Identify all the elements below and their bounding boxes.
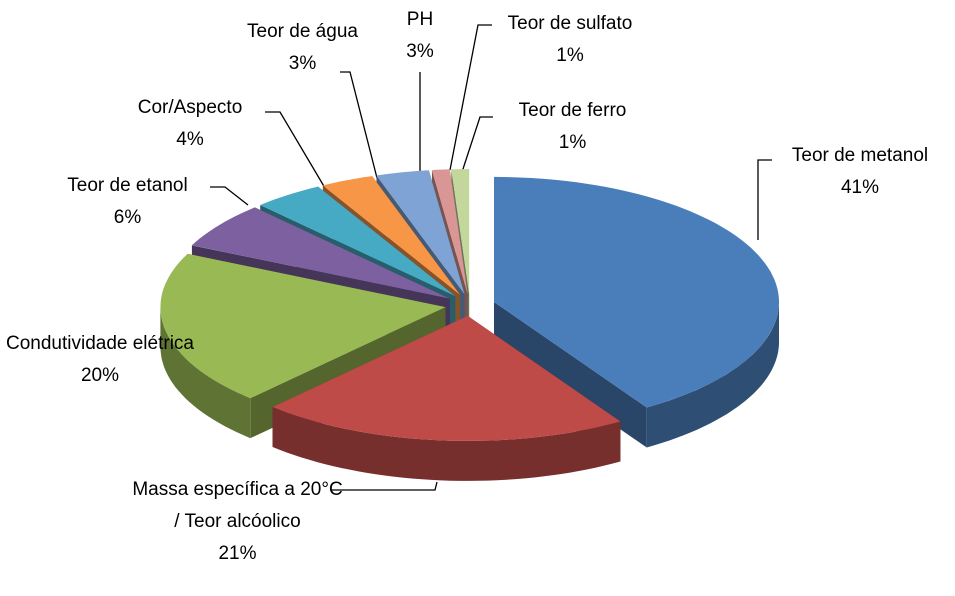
category-label: Cor/Aspecto [137, 97, 243, 118]
slice [272, 315, 621, 441]
category-label: Teor de sulfato [507, 13, 633, 34]
category-label: Teor de etanol [67, 175, 188, 196]
value-label: 1% [556, 45, 584, 66]
value-label: 6% [113, 207, 142, 228]
slice [322, 176, 461, 295]
category-label: Massa específica a 20°C / Teor alcóolico [132, 479, 343, 532]
data-label: Condutividade elétrica 20% [0, 328, 200, 392]
leader-line [265, 111, 326, 189]
data-label: Cor/Aspecto 4% [115, 92, 265, 156]
slice-side [272, 407, 621, 481]
slice-side [494, 301, 647, 448]
value-label: 21% [218, 543, 257, 564]
leader-line [340, 71, 378, 179]
leader-lines [172, 24, 772, 491]
data-label: Teor de metanol 41% [760, 140, 955, 204]
data-label: Massa específica a 20°C / Teor alcóolico… [130, 474, 345, 570]
category-label: Condutividade elétrica [5, 333, 194, 354]
category-label: Teor de água [247, 21, 358, 42]
slice [191, 207, 450, 299]
leader-line [449, 24, 492, 171]
slice [431, 169, 468, 295]
value-label: 4% [176, 129, 204, 150]
leader-line [330, 481, 438, 491]
value-label: 3% [288, 53, 317, 74]
slice [494, 176, 779, 408]
slice-side [160, 307, 251, 439]
slice [160, 253, 446, 399]
value-label: 20% [80, 365, 120, 386]
category-label: PH [406, 9, 434, 30]
slice-tops [160, 169, 779, 441]
leader-line [461, 116, 493, 173]
slice [376, 170, 465, 295]
leader-line [210, 186, 249, 206]
leader-line [757, 159, 772, 240]
value-label: 3% [406, 41, 434, 62]
data-label: Teor de etanol 6% [40, 170, 215, 234]
value-label: 1% [558, 132, 587, 153]
slice-side [646, 301, 779, 448]
category-label: Teor de ferro [518, 100, 627, 121]
slice [451, 169, 470, 294]
category-label: Teor de metanol [791, 145, 929, 166]
data-label: PH 3% [390, 4, 450, 68]
data-label: Teor de água 3% [225, 16, 380, 80]
slice [260, 186, 456, 297]
data-label: Teor de ferro 1% [490, 95, 655, 159]
value-label: 41% [840, 177, 880, 198]
data-label: Teor de sulfato 1% [475, 8, 665, 72]
